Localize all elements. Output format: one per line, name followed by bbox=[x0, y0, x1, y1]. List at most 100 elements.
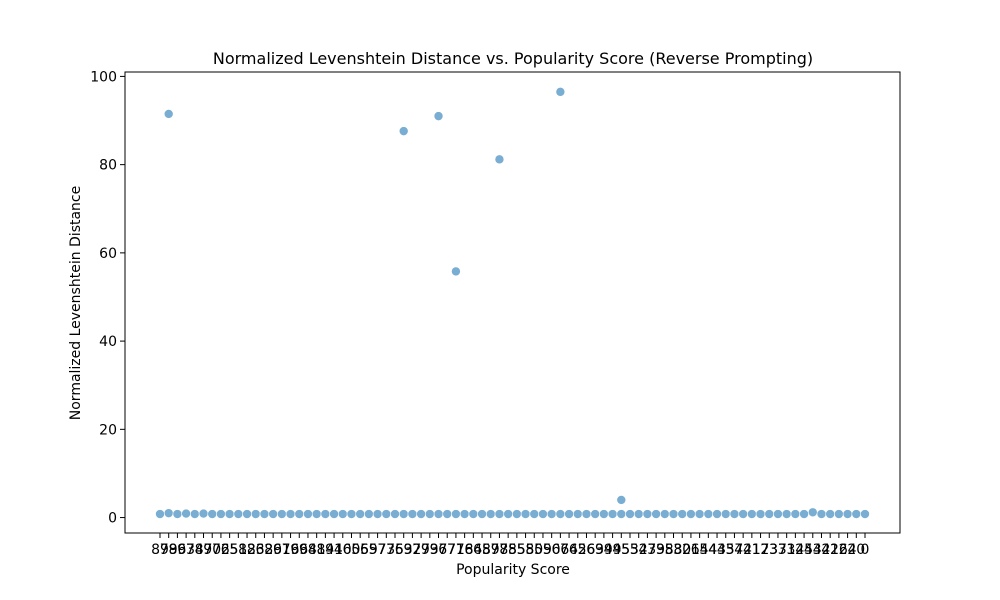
data-point bbox=[834, 509, 844, 519]
data-point bbox=[799, 509, 809, 519]
x-tick-label: 44 bbox=[804, 542, 822, 558]
x-tick-label: 68 bbox=[473, 542, 491, 558]
data-point bbox=[703, 509, 714, 519]
data-point bbox=[572, 509, 583, 519]
data-point bbox=[607, 509, 618, 519]
data-point bbox=[163, 109, 174, 119]
x-tick-label: 56 bbox=[578, 542, 596, 558]
x-tick-label: 87 bbox=[195, 542, 213, 558]
data-point bbox=[398, 509, 409, 519]
x-tick-label: 31 bbox=[778, 542, 796, 558]
chart-title: Normalized Levenshtein Distance vs. Popu… bbox=[213, 49, 813, 68]
x-tick-label: 37 bbox=[769, 542, 787, 558]
data-point bbox=[860, 509, 870, 519]
data-point bbox=[477, 509, 487, 519]
data-point bbox=[163, 508, 174, 518]
x-tick-label: 74 bbox=[186, 542, 204, 558]
x-tick-label: 92 bbox=[403, 542, 421, 558]
y-axis: 0 20 40 60 80 100 bbox=[90, 69, 125, 527]
x-tick-label: 39 bbox=[647, 542, 665, 558]
data-point bbox=[485, 509, 496, 519]
data-point bbox=[790, 509, 801, 519]
data-point bbox=[329, 509, 339, 519]
x-tick-label: 73 bbox=[377, 542, 395, 558]
x-tick-label: 71 bbox=[447, 542, 465, 558]
data-point bbox=[747, 509, 757, 519]
x-tick-label: 64 bbox=[464, 542, 482, 558]
data-point bbox=[250, 509, 261, 519]
data-point bbox=[842, 509, 853, 519]
data-point bbox=[712, 509, 722, 519]
x-tick-label: 59 bbox=[482, 542, 500, 558]
data-point bbox=[320, 509, 331, 519]
data-point bbox=[625, 509, 635, 519]
x-tick-label: 58 bbox=[665, 542, 683, 558]
x-tick-label: 75 bbox=[386, 542, 404, 558]
data-point bbox=[468, 509, 479, 519]
x-tick-label: 90 bbox=[203, 542, 221, 558]
data-point bbox=[694, 509, 705, 519]
y-tick-label: 40 bbox=[99, 334, 117, 350]
x-tick-label: 17 bbox=[752, 542, 770, 558]
y-tick-label: 0 bbox=[108, 511, 117, 527]
x-tick-label: 45 bbox=[612, 542, 630, 558]
x-tick-label: 83 bbox=[247, 542, 265, 558]
x-tick-label: 85 bbox=[508, 542, 526, 558]
data-point bbox=[364, 509, 374, 519]
x-tick-label: 54 bbox=[699, 542, 717, 558]
data-point bbox=[346, 509, 357, 519]
x-tick-label: 52 bbox=[630, 542, 648, 558]
x-tick-label: 78 bbox=[491, 542, 509, 558]
x-tick-label: 63 bbox=[395, 542, 413, 558]
data-point bbox=[642, 509, 653, 519]
data-point bbox=[555, 87, 566, 97]
data-point bbox=[181, 508, 191, 519]
x-tick-label: 23 bbox=[760, 542, 778, 558]
data-point bbox=[459, 509, 470, 519]
data-point bbox=[529, 509, 540, 519]
x-tick-label: 80 bbox=[525, 542, 543, 558]
data-point bbox=[451, 509, 461, 519]
x-tick-label: 0 bbox=[861, 542, 870, 558]
data-point bbox=[538, 509, 548, 519]
data-point bbox=[738, 509, 748, 519]
data-point bbox=[494, 509, 505, 519]
y-tick-label: 100 bbox=[90, 69, 117, 85]
x-tick-label: 82 bbox=[238, 542, 256, 558]
y-tick-label: 80 bbox=[99, 158, 117, 174]
x-tick-label: 84 bbox=[316, 542, 334, 558]
x-tick-label: 43 bbox=[708, 542, 726, 558]
x-tick-label: 38 bbox=[656, 542, 674, 558]
data-point bbox=[660, 509, 670, 519]
x-tick-label: 67 bbox=[438, 542, 456, 558]
data-point bbox=[686, 509, 696, 519]
data-point bbox=[303, 509, 313, 519]
data-point bbox=[442, 509, 453, 519]
data-point bbox=[825, 509, 835, 519]
data-point bbox=[337, 509, 348, 519]
data-point bbox=[155, 509, 165, 519]
x-tick-label: 93 bbox=[421, 542, 439, 558]
data-point bbox=[546, 509, 557, 519]
data-point bbox=[233, 509, 244, 519]
x-tick-label: 66 bbox=[551, 542, 569, 558]
x-tick-label: 62 bbox=[569, 542, 587, 558]
data-point bbox=[590, 509, 600, 519]
x-tick-label: 30 bbox=[673, 542, 691, 558]
data-point bbox=[494, 154, 505, 165]
x-tick-label: 78 bbox=[456, 542, 474, 558]
data-point bbox=[720, 509, 731, 519]
x-tick-label: 45 bbox=[717, 542, 735, 558]
x-tick-label: 94 bbox=[299, 542, 317, 558]
y-tick-label: 60 bbox=[99, 246, 117, 262]
data-point bbox=[781, 509, 792, 519]
x-tick-label: 61 bbox=[273, 542, 291, 558]
data-point bbox=[311, 509, 322, 519]
x-tick-label: 53 bbox=[621, 542, 639, 558]
x-tick-label: 55 bbox=[351, 542, 369, 558]
data-point bbox=[198, 508, 209, 519]
x-axis-label: Popularity Score bbox=[456, 562, 570, 578]
data-point bbox=[581, 509, 592, 519]
data-point bbox=[755, 509, 766, 519]
data-point bbox=[355, 509, 365, 519]
